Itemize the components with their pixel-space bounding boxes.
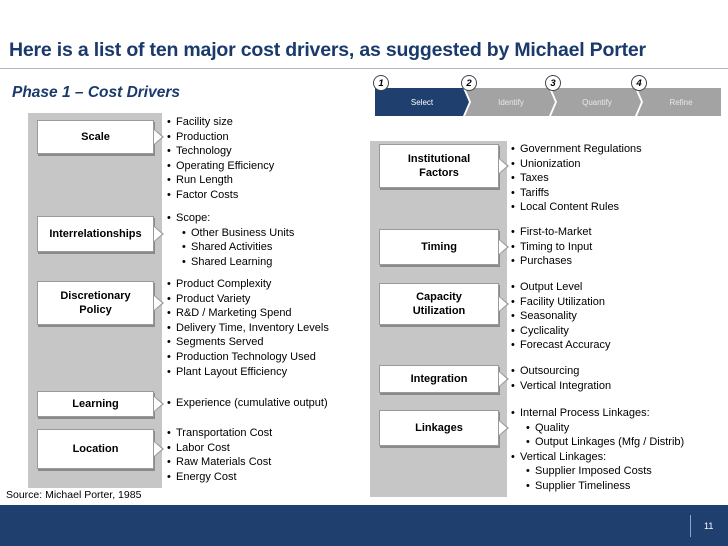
capacity-utilization-items: Output Level Facility Utilization Season… bbox=[511, 280, 610, 353]
list-item: Vertical Integration bbox=[511, 379, 611, 394]
list-item: Production bbox=[167, 130, 274, 145]
interrelationships-items: Scope: Other Business Units Shared Activ… bbox=[167, 211, 294, 269]
list-item: Vertical Linkages: bbox=[511, 450, 684, 465]
list-item: Supplier Imposed Costs bbox=[511, 464, 684, 479]
list-item: Labor Cost bbox=[167, 441, 272, 456]
driver-integration: Integration bbox=[379, 365, 509, 393]
list-item: Delivery Time, Inventory Levels bbox=[167, 321, 329, 336]
driver-label: Location bbox=[72, 443, 119, 455]
list-item: Shared Learning bbox=[167, 255, 294, 270]
list-item: Facility size bbox=[167, 115, 274, 130]
list-item: Product Complexity bbox=[167, 277, 329, 292]
step-identify[interactable]: Identify bbox=[498, 97, 524, 107]
step-refine[interactable]: Refine bbox=[669, 97, 693, 107]
step-4-number: 4 bbox=[631, 75, 647, 91]
phase-heading: Phase 1 – Cost Drivers bbox=[12, 84, 181, 101]
driver-timing: Timing bbox=[379, 229, 509, 265]
discretionary-policy-items: Product Complexity Product Variety R&D /… bbox=[167, 277, 329, 379]
process-chevrons bbox=[375, 88, 721, 116]
list-item: Technology bbox=[167, 144, 274, 159]
step-3-chevron bbox=[551, 88, 641, 116]
list-item: Outsourcing bbox=[511, 364, 611, 379]
list-item: Product Variety bbox=[167, 292, 329, 307]
list-item: Output Linkages (Mfg / Distrib) bbox=[511, 435, 684, 450]
list-item: Output Level bbox=[511, 280, 610, 295]
page-title: Here is a list of ten major cost drivers… bbox=[9, 39, 646, 61]
footer-divider bbox=[690, 515, 691, 537]
scale-items: Facility size Production Technology Oper… bbox=[167, 115, 274, 203]
driver-label: Scale bbox=[81, 131, 110, 143]
step-select[interactable]: Select bbox=[410, 97, 434, 107]
driver-learning: Learning bbox=[37, 391, 164, 417]
step-1-number: 1 bbox=[373, 75, 389, 91]
driver-label: Interrelationships bbox=[49, 228, 142, 240]
source-note: Source: Michael Porter, 1985 bbox=[6, 489, 142, 501]
step-1-chevron bbox=[375, 88, 469, 116]
page-number: 11 bbox=[704, 521, 714, 531]
list-item: Run Length bbox=[167, 173, 274, 188]
list-item: Internal Process Linkages: bbox=[511, 406, 684, 421]
title-divider bbox=[0, 68, 728, 69]
linkages-items: Internal Process Linkages: Quality Outpu… bbox=[511, 406, 684, 494]
list-item: Scope: bbox=[167, 211, 294, 226]
driver-capacity-utilization: Capacity Utilization bbox=[379, 283, 509, 325]
driver-label: Linkages bbox=[415, 422, 463, 434]
list-item: Segments Served bbox=[167, 335, 329, 350]
step-4-chevron bbox=[637, 88, 721, 116]
list-item: Facility Utilization bbox=[511, 295, 610, 310]
list-item: Timing to Input bbox=[511, 240, 592, 255]
list-item: Supplier Timeliness bbox=[511, 479, 684, 494]
driver-label: Institutional Factors bbox=[407, 153, 471, 179]
driver-label: Timing bbox=[421, 241, 457, 253]
list-item: Plant Layout Efficiency bbox=[167, 365, 329, 380]
institutional-factors-items: Government Regulations Unionization Taxe… bbox=[511, 142, 642, 215]
integration-items: Outsourcing Vertical Integration bbox=[511, 364, 611, 393]
list-item: First-to-Market bbox=[511, 225, 592, 240]
list-item: Production Technology Used bbox=[167, 350, 329, 365]
footer-bar bbox=[0, 505, 728, 546]
driver-linkages: Linkages bbox=[379, 410, 509, 446]
driver-institutional-factors: Institutional Factors bbox=[379, 144, 509, 188]
process-bar: Select Identify Quantify Refine 1 2 3 4 bbox=[373, 75, 721, 116]
driver-label: Discretionary Policy bbox=[60, 290, 131, 316]
list-item: Raw Materials Cost bbox=[167, 455, 272, 470]
list-item: Other Business Units bbox=[167, 226, 294, 241]
list-item: Factor Costs bbox=[167, 188, 274, 203]
list-item: Cyclicality bbox=[511, 324, 610, 339]
list-item: Seasonality bbox=[511, 309, 610, 324]
list-item: Government Regulations bbox=[511, 142, 642, 157]
step-quantify[interactable]: Quantify bbox=[582, 97, 612, 107]
list-item: Taxes bbox=[511, 171, 642, 186]
location-items: Transportation Cost Labor Cost Raw Mater… bbox=[167, 426, 272, 484]
driver-label: Capacity Utilization bbox=[412, 291, 466, 317]
driver-discretionary-policy: Discretionary Policy bbox=[37, 281, 164, 325]
step-3-number: 3 bbox=[545, 75, 561, 91]
driver-scale: Scale bbox=[37, 120, 164, 154]
driver-location: Location bbox=[37, 429, 164, 469]
list-item: Tariffs bbox=[511, 186, 642, 201]
list-item: Operating Efficiency bbox=[167, 159, 274, 174]
list-item: Energy Cost bbox=[167, 470, 272, 485]
list-item: Unionization bbox=[511, 157, 642, 172]
list-item: Quality bbox=[511, 421, 684, 436]
list-item: Transportation Cost bbox=[167, 426, 272, 441]
timing-items: First-to-Market Timing to Input Purchase… bbox=[511, 225, 592, 269]
step-2-chevron bbox=[465, 88, 555, 116]
list-item: Experience (cumulative output) bbox=[167, 396, 328, 411]
driver-label: Learning bbox=[72, 398, 119, 410]
list-item: Local Content Rules bbox=[511, 200, 642, 215]
list-item: R&D / Marketing Spend bbox=[167, 306, 329, 321]
list-item: Purchases bbox=[511, 254, 592, 269]
learning-items: Experience (cumulative output) bbox=[167, 396, 328, 411]
step-2-number: 2 bbox=[461, 75, 477, 91]
driver-label: Integration bbox=[410, 373, 468, 385]
driver-interrelationships: Interrelationships bbox=[37, 216, 164, 252]
list-item: Shared Activities bbox=[167, 240, 294, 255]
list-item: Forecast Accuracy bbox=[511, 338, 610, 353]
